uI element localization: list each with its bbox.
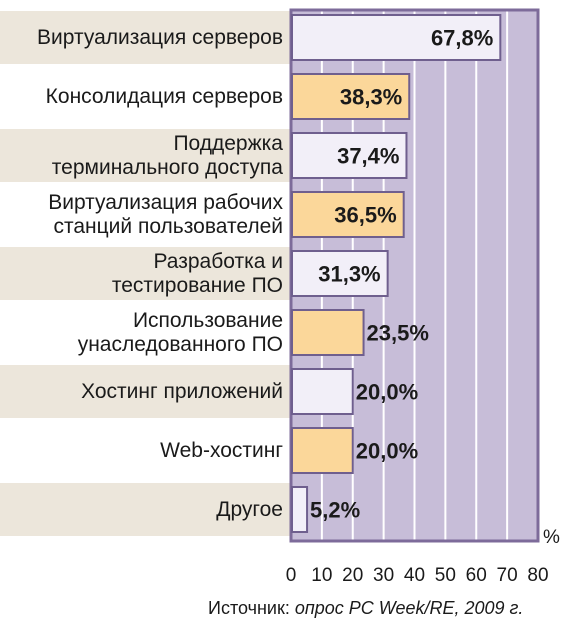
label-band: [0, 129, 291, 182]
x-tick-label: 10: [311, 565, 333, 586]
bar: [291, 73, 411, 120]
category-label: Консолидация серверов: [45, 84, 283, 108]
x-tick-label: 60: [465, 565, 487, 586]
category-label: Виртуализация серверов: [37, 25, 283, 49]
bar: [291, 486, 309, 533]
x-axis-unit: %: [543, 527, 560, 548]
data-label: 20,0%: [356, 439, 418, 464]
x-tick-label: 30: [373, 565, 395, 586]
data-label: 23,5%: [367, 321, 429, 346]
bar: [291, 309, 365, 356]
label-band: [0, 247, 291, 300]
category-label: Хостинг приложений: [81, 379, 283, 403]
data-label: 37,4%: [337, 144, 399, 169]
source-prefix: Источник:: [208, 598, 295, 618]
category-label: Виртуализация рабочих станций пользовате…: [48, 190, 283, 238]
category-label: Web-хостинг: [160, 438, 283, 462]
data-label: 38,3%: [340, 85, 402, 110]
category-label: Поддержка терминального доступа: [51, 131, 283, 179]
source-note: Источник: опрос PC Week/RE, 2009 г.: [208, 598, 523, 619]
category-label: Использование унаследованного ПО: [77, 308, 283, 356]
bar: [291, 191, 405, 238]
x-tick-label: 70: [496, 565, 518, 586]
category-label: Разработка и тестирование ПО: [111, 249, 283, 297]
x-tick-label: 20: [342, 565, 364, 586]
bar: [291, 250, 389, 297]
data-label: 67,8%: [431, 26, 493, 51]
category-label: Другое: [216, 497, 283, 521]
bar: [291, 427, 354, 474]
bar: [291, 132, 408, 179]
bar: [291, 14, 502, 61]
data-label: 5,2%: [310, 498, 360, 523]
data-label: 31,3%: [318, 262, 380, 287]
bar: [291, 368, 354, 415]
data-label: 36,5%: [334, 203, 396, 228]
label-band: [0, 11, 291, 64]
x-tick-label: 0: [285, 565, 297, 586]
data-label: 20,0%: [356, 380, 418, 405]
x-tick-label: 80: [527, 565, 549, 586]
source-text: опрос PC Week/RE, 2009 г.: [294, 598, 524, 618]
label-band: [0, 365, 291, 418]
label-band: [0, 483, 291, 536]
x-tick-label: 40: [403, 565, 426, 586]
x-tick-label: 50: [434, 565, 456, 586]
